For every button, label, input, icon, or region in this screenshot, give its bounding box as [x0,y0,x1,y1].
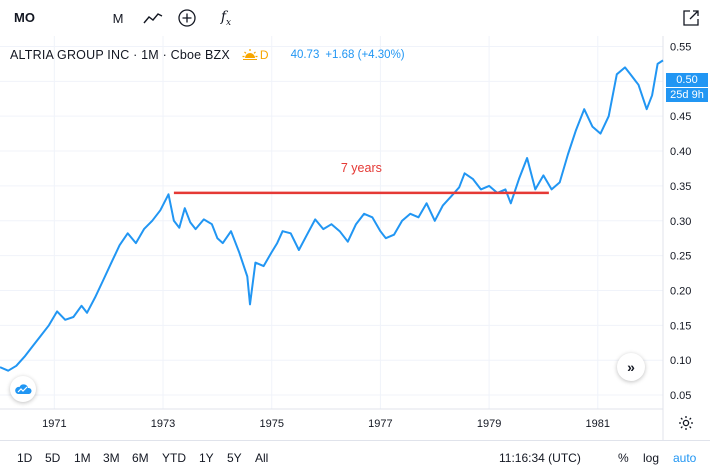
range-6m-button[interactable]: 6M [132,451,149,465]
compare-button[interactable] [176,8,198,28]
range-1y-button[interactable]: 1Y [199,451,214,465]
double-chevron-right-icon: » [627,359,635,375]
indicators-button[interactable]: fx [215,8,237,28]
y-tick-label: 0.30 [670,216,691,228]
range-ytd-button[interactable]: YTD [162,451,186,465]
fullscreen-button[interactable] [680,8,702,28]
y-tick-label: 0.25 [670,251,691,263]
log-scale-toggle[interactable]: log [643,451,660,465]
x-tick-label: 1975 [259,418,283,430]
percent-scale-toggle[interactable]: % [618,451,629,465]
y-tick-label: 0.55 [670,41,691,53]
x-tick-label: 1979 [477,418,501,430]
legend-change: +1.68 (+4.30%) [325,49,405,61]
x-tick-label: 1981 [586,418,610,430]
x-tick-label: 1973 [151,418,175,430]
y-tick-label: 0.10 [670,355,691,367]
line-chart-icon [143,13,163,24]
y-tick-label: 0.35 [670,181,691,193]
fx-icon: fx [220,8,232,28]
price-axis[interactable]: 0.050.100.150.200.250.300.350.400.450.50… [670,41,691,402]
interval-button[interactable]: M [112,10,124,26]
annotation-label[interactable]: 7 years [341,161,382,175]
tradingview-logo[interactable] [10,376,36,402]
countdown-label: 25d 9h [666,88,708,103]
chart-grid [0,36,663,409]
clock-timezone[interactable]: 11:16:34 (UTC) [499,451,581,465]
sun-icon [242,48,258,62]
top-toolbar: MO M fx [0,0,710,36]
y-tick-label: 0.20 [670,285,691,297]
settings-button[interactable] [677,414,695,432]
range-5y-button[interactable]: 5Y [227,451,242,465]
gear-icon [679,416,693,430]
cloud-logo-icon [15,384,32,394]
x-tick-label: 1971 [42,418,66,430]
range-3m-button[interactable]: 3M [103,451,120,465]
x-tick-label: 1977 [368,418,392,430]
range-all-button[interactable]: All [255,451,269,465]
chart-type-button[interactable] [141,8,165,28]
range-1d-button[interactable]: 1D [17,451,33,465]
chart-legend: ALTRIA GROUP INC · 1M · Cboe BZX D 40.73… [10,46,405,64]
delay-badge[interactable]: D [259,48,269,62]
range-1m-button[interactable]: 1M [74,451,91,465]
symbol-search[interactable]: MO [14,10,35,25]
price-chart[interactable]: 0.05 0.10 0.15 0.20 0.25 0.30 0.35 0.40 0.45 0.50… [0,0,710,440]
expand-icon [683,10,699,26]
last-price-label: 0.50 [666,73,708,88]
legend-title[interactable]: ALTRIA GROUP INC · 1M · Cboe BZX [10,48,230,62]
y-tick-label: 0.05 [670,390,691,402]
y-tick-label: 0.40 [670,146,691,158]
y-tick-label: 0.45 [670,111,691,123]
legend-price: 40.73 [290,49,320,61]
range-5d-button[interactable]: 5D [45,451,61,465]
series-line [0,59,664,372]
plus-circle-icon [178,9,196,27]
auto-scale-toggle[interactable]: auto [673,451,697,465]
time-axis[interactable]: 1971 1973 1975 1977 1979 1981 [42,418,610,430]
scroll-to-realtime-button[interactable]: » [617,353,645,381]
bottom-toolbar: 1D 5D 1M 3M 6M YTD 1Y 5Y All 11:16:34 (U… [0,440,710,470]
y-tick-label: 0.15 [670,320,691,332]
